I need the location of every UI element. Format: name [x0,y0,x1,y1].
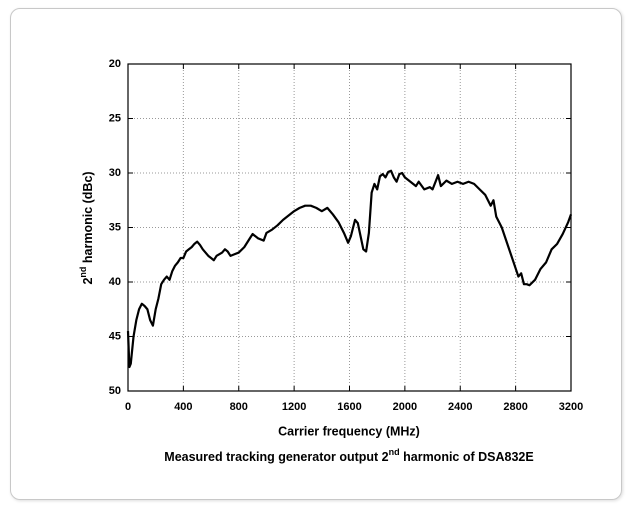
caption-part: harmonic of DSA832E [400,450,534,464]
x-tick-label: 400 [174,401,192,413]
y-tick-label: 20 [109,58,121,70]
y-axis-title-sup: nd [78,267,88,278]
x-tick-label: 2400 [448,401,472,413]
y-tick-label: 50 [109,385,121,397]
y-tick-label: 30 [109,167,121,179]
plot-frame [127,63,572,392]
y-axis-title-part: 2 [81,278,95,285]
x-tick-label: 1200 [282,401,306,413]
y-tick-label: 35 [109,221,121,233]
y-tick-label: 45 [109,330,121,342]
x-tick-label: 1600 [337,401,361,413]
x-tick-label: 2000 [393,401,417,413]
x-tick-label: 800 [230,401,248,413]
y-tick-label: 40 [109,276,121,288]
data-line [126,169,573,369]
x-tick-label: 0 [125,401,131,413]
caption-part: Measured tracking generator output 2 [164,450,388,464]
y-axis-title-part: harmonic (dBc) [81,171,95,266]
x-tick-label: 3200 [559,401,583,413]
caption-sup: nd [389,447,400,457]
y-axis-title: 2nd harmonic (dBc) [78,171,95,284]
x-tick-label: 2800 [503,401,527,413]
y-tick-label: 25 [109,112,121,124]
x-axis-title: Carrier frequency (MHz) [278,424,420,438]
caption: Measured tracking generator output 2nd h… [164,447,533,464]
frame [10,8,622,500]
